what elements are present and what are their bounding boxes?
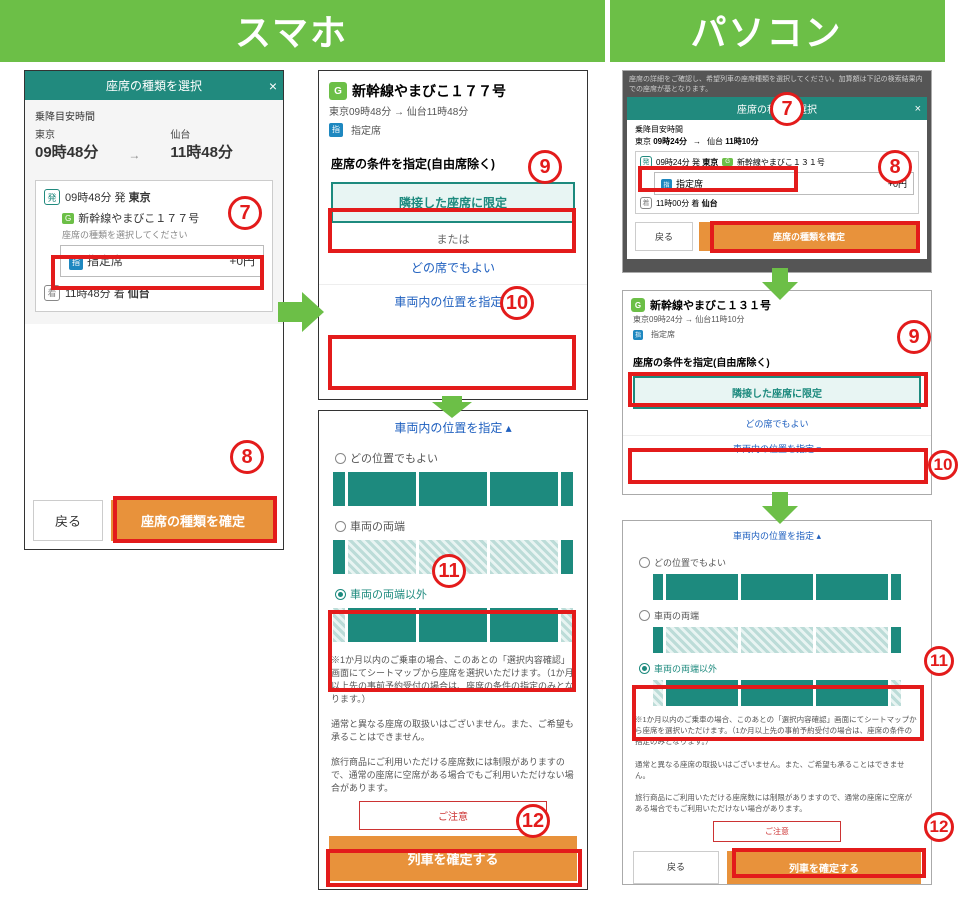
train-name: 新幹線やまびこ１３１号: [650, 297, 771, 313]
pc-top-note: 座席の詳細をご確認し、希望列車の座席種類を選択してください。加算額は下記の検索結…: [623, 71, 931, 97]
confirm-seat-type-button[interactable]: 座席の種類を確定: [699, 222, 919, 251]
train-badge-icon: G: [62, 213, 74, 224]
fine-print-1: ※1か月以内のご乗車の場合、このあとの「選択内容確認」画面にてシートマップから座…: [319, 648, 587, 712]
any-seat-link[interactable]: どの席でもよい: [623, 412, 931, 435]
departure-marker-icon: 発: [44, 189, 60, 205]
departure-marker-icon: 発: [640, 156, 652, 168]
car-diagram-ends: [653, 627, 901, 653]
conditions-header: 座席の条件を指定(自由席除く): [623, 346, 931, 373]
car-diagram-ends: [333, 540, 573, 574]
smaho-panel-2: G 新幹線やまびこ１７７号 東京09時48分 → 仙台11時48分 指指定席 座…: [318, 70, 588, 400]
train-name: 新幹線やまびこ１７７号: [78, 210, 199, 226]
in-car-position-link-open[interactable]: 車両内の位置を指定 ▴: [623, 521, 931, 550]
section-label-pc: パソコン: [610, 0, 945, 62]
fine-print-3: 旅行商品にご利用いただける座席数には制限がありますので、通常の座席に空席がある場…: [319, 750, 587, 801]
seat-type-row[interactable]: 指指定席 +0円: [654, 172, 914, 195]
train-badge-icon: G: [722, 158, 733, 166]
adjacent-seats-button[interactable]: 隣接した座席に限定: [633, 376, 921, 409]
close-icon[interactable]: ×: [915, 103, 921, 115]
seat-hint: 座席の種類を選択してください: [44, 228, 264, 241]
train-badge-icon: G: [631, 298, 645, 312]
pc-panel-1: 座席の詳細をご確認し、希望列車の座席種類を選択してください。加算額は下記の検索結…: [622, 70, 932, 273]
times-block: 乗降目安時間 東京 09時48分 → 仙台 11時48分: [25, 100, 283, 170]
or-label: または: [319, 227, 587, 251]
seat-icon: 指: [69, 256, 83, 270]
close-icon[interactable]: ×: [269, 78, 277, 94]
arrival-marker-icon: 着: [44, 285, 60, 301]
radio-any-position[interactable]: どの位置でもよい: [319, 444, 587, 468]
smaho-panel-1: 座席の種類を選択 × 乗降目安時間 東京 09時48分 → 仙台 11時48分 …: [24, 70, 284, 550]
smaho-panel-3: 車両内の位置を指定 ▴ どの位置でもよい 車両の両端 車両の両端以外 ※1か月以…: [318, 410, 588, 890]
train-name: 新幹線やまびこ１３１号: [737, 157, 825, 168]
radio-any-position[interactable]: どの位置でもよい: [623, 550, 931, 571]
pc-panel-3: 車両内の位置を指定 ▴ どの位置でもよい 車両の両端 車両の両端以外 ※1か月以…: [622, 520, 932, 885]
in-car-position-link-open[interactable]: 車両内の位置を指定 ▴: [319, 411, 587, 444]
train-badge-icon: G: [329, 82, 347, 100]
arr-city: 仙台: [170, 126, 233, 141]
fine-print-2: 通常と異なる座席の取扱いはございません。また、ご希望も承ることはできません。: [623, 754, 931, 788]
radio-not-ends[interactable]: 車両の両端以外: [623, 656, 931, 677]
pc-panel-2: G 新幹線やまびこ１３１号 東京09時24分 → 仙台11時10分 指指定席 座…: [622, 290, 932, 495]
in-car-position-link[interactable]: 車両内の位置を指定 ▾: [319, 284, 587, 318]
modal-header: 座席の種類を選択 ×: [627, 97, 927, 120]
modal-header: 座席の種類を選択 ×: [25, 71, 283, 100]
dep-city: 東京: [35, 126, 98, 141]
conditions-header: 座席の条件を指定(自由席除く): [319, 143, 587, 178]
in-car-position-link[interactable]: 車両内の位置を指定 ▾: [623, 435, 931, 461]
confirm-seat-type-button[interactable]: 座席の種類を確定: [111, 500, 275, 541]
seat-type-row[interactable]: 指指定席 +0円: [60, 245, 264, 277]
arr-time: 11時48分: [170, 141, 233, 162]
car-diagram-not-ends: [333, 608, 573, 642]
arr-point: 11時48分 着 仙台: [65, 285, 150, 301]
adjacent-seats-button[interactable]: 隣接した座席に限定: [331, 182, 575, 223]
radio-both-ends[interactable]: 車両の両端: [623, 603, 931, 624]
estimate-label: 乗降目安時間: [35, 108, 273, 123]
seat-price: +0円: [888, 177, 907, 190]
section-label-smartphone: スマホ: [0, 0, 605, 62]
car-diagram-not-ends: [653, 680, 901, 706]
arrow-icon: →: [693, 137, 701, 146]
train-title: G 新幹線やまびこ１７７号: [319, 71, 587, 103]
fine-print-3: 旅行商品にご利用いただける座席数には制限がありますので、通常の座席に空席がある場…: [623, 787, 931, 821]
modal-title: 座席の種類を選択: [106, 79, 202, 93]
confirm-train-button[interactable]: 列車を確定する: [329, 836, 577, 881]
caution-box[interactable]: ご注意: [713, 821, 841, 842]
seat-icon: 指: [329, 123, 343, 137]
route-box: 発 09時48分 発 東京 G 新幹線やまびこ１７７号 座席の種類を選択してくだ…: [35, 180, 273, 312]
arrow-icon: →: [128, 148, 140, 162]
dep-point: 09時48分 発 東京: [65, 189, 151, 205]
radio-not-ends[interactable]: 車両の両端以外: [319, 580, 587, 604]
any-seat-link[interactable]: どの席でもよい: [319, 251, 587, 284]
button-row: 戻る 座席の種類を確定: [25, 492, 283, 549]
dep-time: 09時48分: [35, 141, 98, 162]
estimate-label: 乗降目安時間: [635, 124, 919, 135]
seat-icon: 指: [661, 179, 672, 190]
train-times: 東京09時24分 → 仙台11時10分: [623, 314, 931, 329]
car-diagram-any: [333, 472, 573, 506]
seat-price: +0円: [229, 252, 255, 269]
caution-box[interactable]: ご注意: [359, 801, 547, 830]
seat-icon: 指: [633, 330, 643, 340]
back-button[interactable]: 戻る: [635, 222, 693, 251]
back-button[interactable]: 戻る: [33, 500, 103, 541]
seat-type: 指定席: [351, 122, 381, 137]
car-diagram-any: [653, 574, 901, 600]
train-times: 東京09時48分 → 仙台11時48分: [319, 103, 587, 122]
confirm-train-button[interactable]: 列車を確定する: [727, 851, 921, 884]
back-button[interactable]: 戻る: [633, 851, 719, 884]
fine-print-1: ※1か月以内のご乗車の場合、このあとの「選択内容確認」画面にてシートマップから座…: [623, 709, 931, 754]
fine-print-2: 通常と異なる座席の取扱いはございません。また、ご希望も承ることはできません。: [319, 712, 587, 750]
radio-both-ends[interactable]: 車両の両端: [319, 512, 587, 536]
step-number-10-pc: 10: [928, 450, 958, 480]
arrival-marker-icon: 着: [640, 197, 652, 209]
